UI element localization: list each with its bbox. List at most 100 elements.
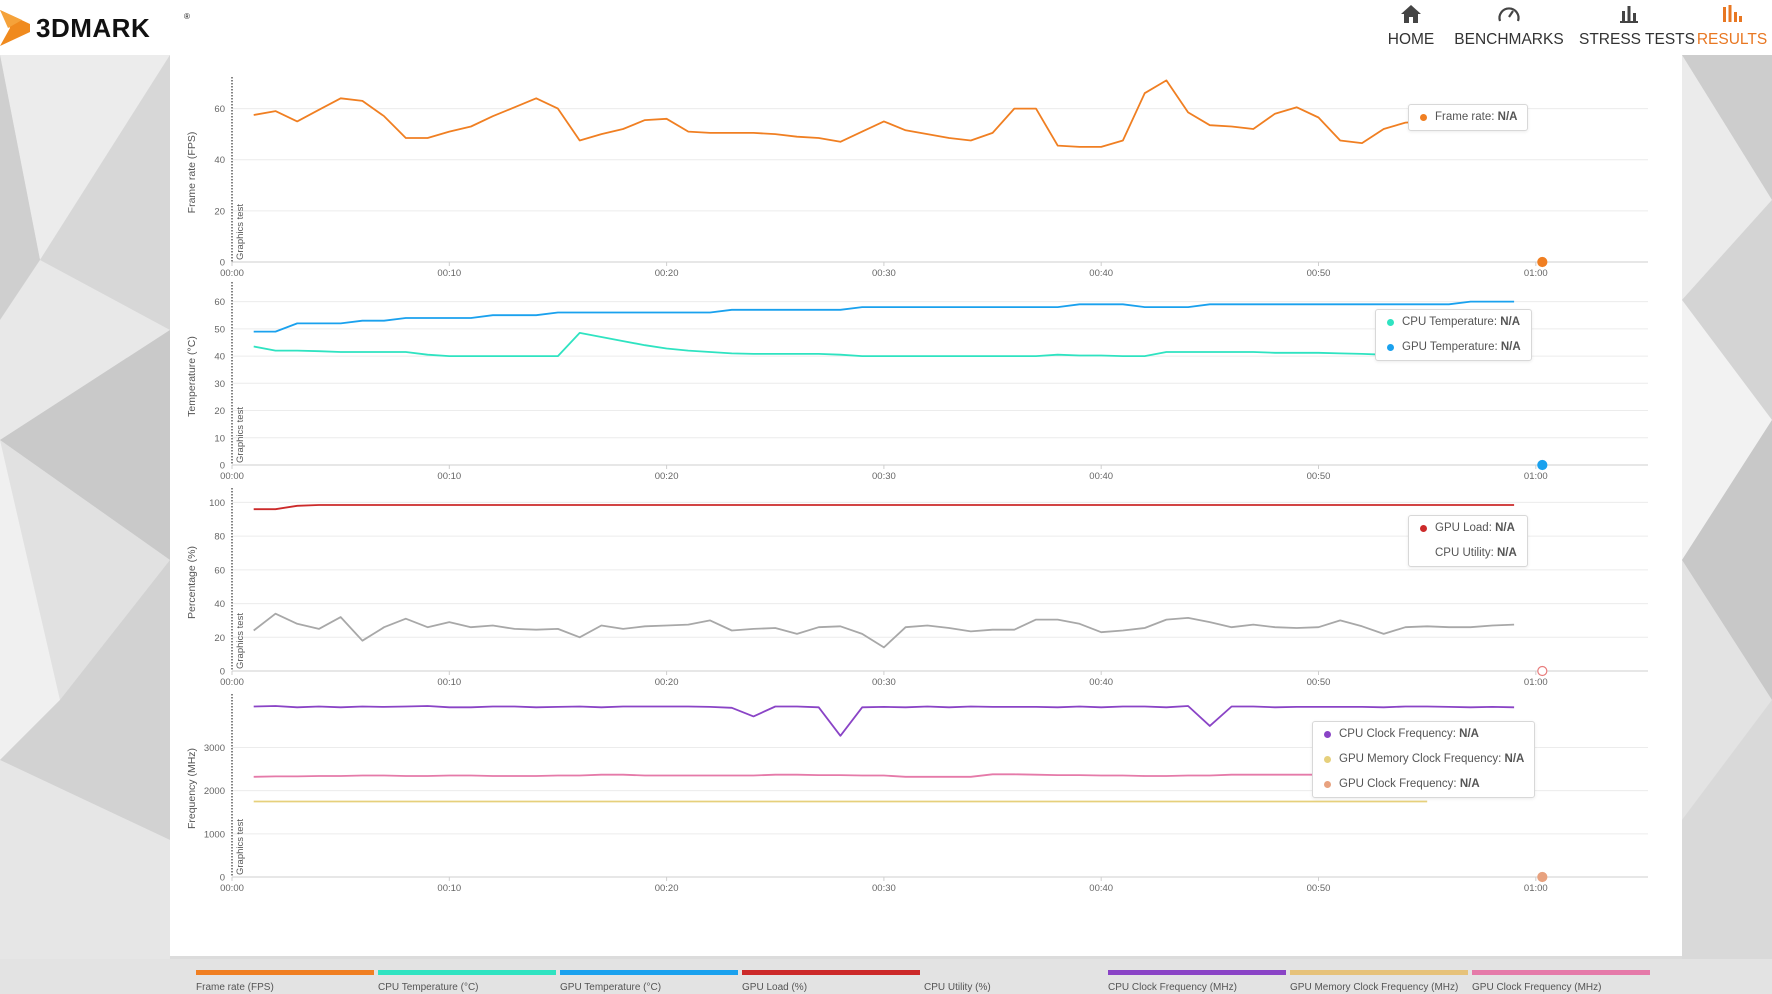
- x-tick-label: 00:50: [1307, 471, 1331, 482]
- x-tick-label: 00:10: [437, 471, 461, 482]
- nav-benchmarks-label: BENCHMARKS: [1454, 31, 1564, 48]
- series-line-cpu-clock-frequency: [253, 705, 1515, 737]
- x-tick-label: 01:00: [1524, 677, 1548, 688]
- nav-results[interactable]: RESULTS: [1696, 0, 1768, 55]
- series-line-gpu-temperature: [253, 300, 1515, 333]
- legend-item: CPU Temperature: N/A: [1376, 310, 1531, 335]
- y-tick-label: 100: [209, 498, 225, 509]
- legend-color-bar: [560, 970, 738, 975]
- legend-value: N/A: [1497, 111, 1518, 123]
- x-tick-label: 00:00: [220, 677, 244, 688]
- logo-mark-icon: [0, 10, 30, 46]
- legend-color-bar: [1290, 970, 1468, 975]
- x-tick-label: 00:10: [437, 268, 461, 279]
- legend-name: CPU Clock Frequency:: [1339, 728, 1456, 740]
- top-navigation-bar: 3DMARK ® HOME BENCHMARKS STRESS TESTS RE…: [0, 0, 1772, 55]
- end-marker: [1537, 665, 1548, 677]
- legend-label: CPU Clock Frequency (MHz): [1108, 982, 1237, 993]
- nav-results-label: RESULTS: [1696, 31, 1768, 48]
- bottom-legend-gpu-clock[interactable]: GPU Clock Frequency (MHz): [1472, 970, 1650, 994]
- results-chart-panel: 0 20 40 60 Graphics test 00:00 00:10 00:20 00:30…: [170, 55, 1682, 993]
- y-tick-label: 60: [214, 297, 225, 308]
- y-tick-label: 1000: [204, 829, 225, 840]
- legend-value: N/A: [1500, 341, 1521, 353]
- x-tick-label: 00:20: [655, 471, 679, 482]
- legend-item: Frame rate: N/A: [1409, 105, 1527, 130]
- nav-home-label: HOME: [1387, 31, 1435, 48]
- legend-color-bar: [742, 970, 920, 975]
- x-tick-label: 00:50: [1307, 268, 1331, 279]
- nav-benchmarks[interactable]: BENCHMARKS: [1453, 0, 1565, 55]
- legend-value: N/A: [1500, 316, 1521, 328]
- speedometer-icon: [1453, 4, 1565, 24]
- nav-stress-tests-label: STRESS TESTS: [1579, 31, 1695, 48]
- legend-item: CPU Clock Frequency: N/A: [1313, 722, 1534, 747]
- bottom-legend-cpu-utility[interactable]: CPU Utility (%): [924, 970, 1102, 994]
- y-tick-label: 30: [214, 379, 225, 390]
- bottom-legend-cpu-temperature[interactable]: CPU Temperature (°C): [378, 970, 556, 994]
- legend-item: CPU Utility: N/A: [1409, 541, 1527, 566]
- series-line-cpu-utility: [253, 612, 1515, 649]
- series-line-frame-rate: [253, 79, 1450, 148]
- legend-name: GPU Temperature:: [1402, 341, 1498, 353]
- x-tick-label: 00:00: [220, 268, 244, 279]
- x-tick-label: 00:20: [655, 883, 679, 894]
- legend-value: N/A: [1459, 728, 1479, 740]
- x-tick-label: 00:20: [655, 677, 679, 688]
- graphics-test-marker-label: Graphics test: [235, 819, 246, 875]
- legend-name: Frame rate:: [1435, 111, 1495, 123]
- legend-dot: [1324, 781, 1331, 788]
- legend-label: GPU Temperature (°C): [560, 982, 662, 993]
- y-tick-label: 0: [220, 667, 225, 678]
- y-tick-label: 60: [214, 565, 225, 576]
- x-tick-label: 00:40: [1089, 268, 1113, 279]
- results-bars-icon: [1696, 4, 1768, 24]
- bottom-legend-gpu-memory-clock[interactable]: GPU Memory Clock Frequency (MHz): [1290, 970, 1468, 994]
- graphics-test-marker-label: Graphics test: [235, 407, 246, 463]
- y-tick-label: 20: [214, 406, 225, 417]
- end-marker: [1537, 459, 1548, 471]
- y-tick-label: 0: [220, 461, 225, 472]
- nav-stress-tests[interactable]: STRESS TESTS: [1579, 0, 1695, 55]
- y-tick-label: 80: [214, 532, 225, 543]
- app-logo[interactable]: 3DMARK ®: [0, 6, 200, 50]
- y-axis-title: Percentage (%): [186, 546, 198, 619]
- bottom-legend-cpu-clock[interactable]: CPU Clock Frequency (MHz): [1108, 970, 1286, 994]
- logo-text: 3DMARK: [36, 13, 151, 43]
- y-axis-title: Frequency (MHz): [186, 748, 198, 829]
- x-tick-label: 00:40: [1089, 677, 1113, 688]
- y-tick-label: 40: [214, 155, 225, 166]
- logo-registered-mark: ®: [184, 12, 190, 21]
- x-tick-label: 00:40: [1089, 883, 1113, 894]
- legend-value: N/A: [1495, 522, 1515, 534]
- x-tick-label: 00:50: [1307, 677, 1331, 688]
- x-tick-label: 00:00: [220, 471, 244, 482]
- legend-dot: [1324, 731, 1331, 738]
- legend-value: N/A: [1496, 547, 1517, 559]
- legend-label: GPU Memory Clock Frequency (MHz): [1290, 982, 1459, 993]
- legend-name: GPU Memory Clock Frequency:: [1339, 753, 1502, 765]
- legend-label: Frame rate (FPS): [196, 982, 274, 993]
- y-tick-label: 0: [220, 873, 225, 884]
- nav-home[interactable]: HOME: [1381, 0, 1441, 55]
- temperature-legend: CPU Temperature: N/A GPU Temperature: N/…: [1375, 309, 1532, 361]
- y-tick-label: 20: [214, 633, 225, 644]
- legend-label: CPU Temperature (°C): [378, 982, 479, 993]
- y-tick-label: 10: [214, 433, 225, 444]
- graphics-test-marker-label: Graphics test: [235, 613, 246, 669]
- y-axis-title: Frame rate (FPS): [186, 132, 198, 214]
- x-tick-label: 00:30: [872, 268, 896, 279]
- legend-label: GPU Clock Frequency (MHz): [1472, 982, 1602, 993]
- legend-label: CPU Utility (%): [924, 982, 991, 993]
- legend-value: N/A: [1459, 778, 1480, 790]
- legend-name: GPU Clock Frequency:: [1339, 778, 1457, 790]
- end-marker: [1537, 256, 1548, 268]
- legend-color-bar: [1472, 970, 1650, 975]
- x-tick-label: 00:30: [872, 677, 896, 688]
- y-tick-label: 20: [214, 206, 225, 217]
- x-tick-label: 00:00: [220, 883, 244, 894]
- bottom-legend-gpu-temperature[interactable]: GPU Temperature (°C): [560, 970, 738, 994]
- bottom-legend-gpu-load[interactable]: GPU Load (%): [742, 970, 920, 994]
- x-tick-label: 00:20: [655, 268, 679, 279]
- bottom-legend-frame-rate[interactable]: Frame rate (FPS): [196, 970, 374, 994]
